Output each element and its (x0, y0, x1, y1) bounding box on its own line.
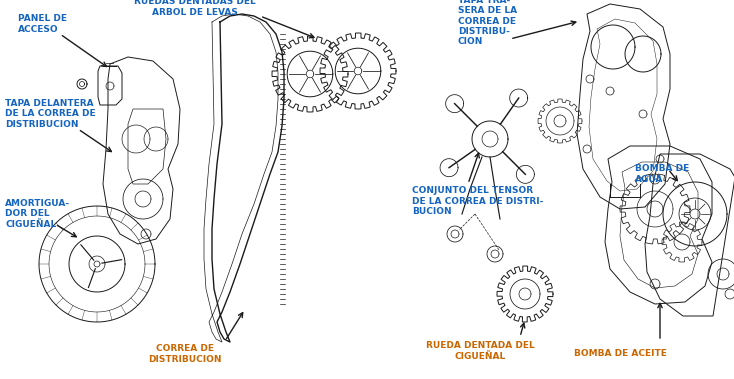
Text: BOMBA DE ACEITE: BOMBA DE ACEITE (573, 349, 666, 359)
Text: TAPA DELANTERA
DE LA CORREA DE
DISTRIBUCION: TAPA DELANTERA DE LA CORREA DE DISTRIBUC… (5, 99, 95, 129)
Text: RUEDAS DENTADAS DEL
ARBOL DE LEVAS: RUEDAS DENTADAS DEL ARBOL DE LEVAS (134, 0, 256, 17)
Text: AMORTIGUA-
DOR DEL
CIGUEÑAL: AMORTIGUA- DOR DEL CIGUEÑAL (5, 199, 70, 229)
Text: TAPA TRA-
SERA DE LA
CORREA DE
DISTRIBU-
CION: TAPA TRA- SERA DE LA CORREA DE DISTRIBU-… (458, 0, 517, 46)
Text: RUEDA DENTADA DEL
CIGUEÑAL: RUEDA DENTADA DEL CIGUEÑAL (426, 341, 534, 361)
Text: CORREA DE
DISTRIBUCION: CORREA DE DISTRIBUCION (148, 344, 222, 364)
Text: CONJUNTO DEL TENSOR
DE LA CORREA DE DISTRI-
BUCION: CONJUNTO DEL TENSOR DE LA CORREA DE DIST… (412, 186, 543, 216)
Text: BOMBA DE
AGUA: BOMBA DE AGUA (635, 164, 689, 184)
Text: PANEL DE
ACCESO: PANEL DE ACCESO (18, 14, 67, 34)
